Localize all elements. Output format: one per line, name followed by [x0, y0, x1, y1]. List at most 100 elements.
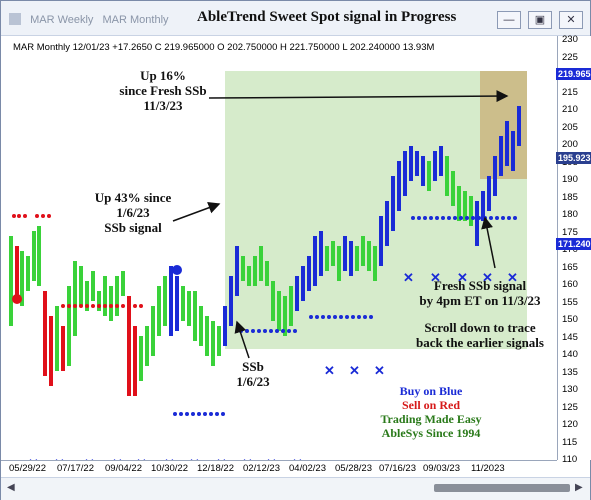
price-tick: 190: [562, 174, 578, 185]
date-axis[interactable]: 05/29/22 07/17/22 09/04/22 10/30/22 12/18/22…: [1, 460, 557, 477]
price-bar: [175, 276, 179, 331]
price-tick: 205: [562, 121, 578, 133]
price-bar: [451, 171, 455, 206]
legend-brand: AbleSys Since 1994: [381, 426, 481, 440]
stop-dot: [173, 412, 177, 416]
date-tick: 10/30/22: [151, 463, 188, 474]
price-bar: [109, 286, 113, 321]
price-bar: [139, 336, 143, 381]
price-bar: [121, 271, 125, 296]
price-bar: [61, 326, 65, 371]
date-tick: 07/16/23: [379, 463, 416, 474]
price-tick: 160: [562, 279, 578, 290]
stop-dot: [441, 216, 445, 220]
price-bar: [433, 151, 437, 181]
price-bar: [20, 251, 24, 306]
stop-dot: [465, 216, 469, 220]
minimize-button[interactable]: —: [497, 11, 521, 29]
price-bar: [151, 306, 155, 356]
price-bar: [403, 151, 407, 196]
stop-dot: [357, 315, 361, 319]
price-bar: [511, 131, 515, 171]
stop-dot: [287, 329, 291, 333]
annotation-up16: Up 16% since Fresh SSb 11/3/23: [119, 68, 207, 113]
stop-dot: [191, 412, 195, 416]
price-bar: [205, 316, 209, 356]
legend-sell: Sell on Red: [401, 398, 460, 412]
scroll-right-icon[interactable]: ▶: [575, 482, 583, 493]
price-bar: [301, 266, 305, 301]
last-price-tag: 219.965: [556, 68, 591, 80]
stop-dot: [263, 329, 267, 333]
price-bar: [43, 291, 47, 376]
price-bar: [385, 201, 389, 246]
x-marker: ✕: [457, 270, 468, 285]
stop-dot: [209, 412, 213, 416]
price-bar: [169, 266, 173, 336]
stop-dot: [423, 216, 427, 220]
price-bar: [32, 231, 36, 281]
stop-dot: [417, 216, 421, 220]
price-bar: [343, 236, 347, 271]
arrow-up16: [208, 90, 509, 103]
window-title: AbleTrend Sweet Spot signal in Progress: [197, 9, 457, 25]
level-price-tag: 171.240: [556, 238, 591, 250]
x-markers: ✕ ✕ ✕ ✕ ✕ ✕ ✕ ✕ ✕ ✕ ✕ ✕ ✕ ✕ ✕ ✕ ✕ ✕ ✕: [28, 270, 518, 460]
annotation-scroll: Scroll down to trace back the earlier sig…: [416, 320, 544, 350]
x-marker: ✕: [482, 270, 493, 285]
price-tick: 225: [562, 51, 578, 63]
price-bar: [163, 276, 167, 326]
stop-dot: [429, 216, 433, 220]
price-bar: [457, 186, 461, 221]
tab-weekly[interactable]: MAR Weekly: [30, 14, 94, 26]
price-bar: [469, 196, 473, 226]
stop-dot: [453, 216, 457, 220]
stop-dot: [121, 304, 125, 308]
date-tick: 07/17/22: [57, 463, 94, 474]
stop-dot: [447, 216, 451, 220]
close-button[interactable]: ✕: [559, 11, 583, 29]
price-tick: 230: [562, 34, 578, 45]
stop-dot: [97, 304, 101, 308]
x-marker: ✕: [324, 363, 335, 378]
x-marker: ✕: [136, 456, 147, 460]
date-tick: 05/29/22: [9, 463, 46, 474]
stop-dot: [315, 315, 319, 319]
stop-dot: [257, 329, 261, 333]
x-marker: ✕: [403, 270, 414, 285]
x-marker: ✕: [164, 456, 175, 460]
tab-monthly[interactable]: MAR Monthly: [102, 14, 169, 26]
legend-tagline: Trading Made Easy: [380, 412, 482, 426]
price-tick: 155: [562, 296, 578, 308]
price-tick: 145: [562, 331, 578, 343]
price-tick: 140: [562, 349, 578, 360]
price-tick: 210: [562, 104, 578, 115]
price-bar: [289, 286, 293, 326]
scroll-left-icon[interactable]: ◀: [7, 482, 15, 493]
horizontal-scrollbar[interactable]: ◀ ▶: [1, 477, 590, 500]
stop-dot: [345, 315, 349, 319]
price-bar: [49, 316, 53, 386]
stop-dot: [23, 214, 27, 218]
stop-dot: [115, 304, 119, 308]
price-tick: 150: [562, 314, 578, 325]
stop-dot: [35, 214, 39, 218]
price-bar: [409, 146, 413, 181]
stop-dot: [513, 216, 517, 220]
stop-dot: [215, 412, 219, 416]
stop-dot: [333, 315, 337, 319]
stop-dot: [327, 315, 331, 319]
scroll-thumb[interactable]: [434, 484, 570, 492]
price-tick: 185: [562, 191, 578, 203]
price-tick: 115: [562, 436, 578, 448]
price-bar: [319, 231, 323, 276]
date-tick: 09/04/22: [105, 463, 142, 474]
price-bar: [9, 236, 13, 326]
quote-info: MAR Monthly 12/01/23 +17.2650 C 219.9650…: [13, 42, 435, 53]
stop-dot: [411, 216, 415, 220]
price-bar: [85, 281, 89, 311]
price-chart[interactable]: ✕ ✕ ✕ ✕ ✕ ✕ ✕ ✕ ✕ ✕ ✕ ✕ ✕ ✕ ✕ ✕ ✕ ✕ ✕: [1, 36, 557, 460]
stop-dot: [471, 216, 475, 220]
stop-dot: [293, 329, 297, 333]
restore-button[interactable]: ▣: [528, 11, 552, 29]
